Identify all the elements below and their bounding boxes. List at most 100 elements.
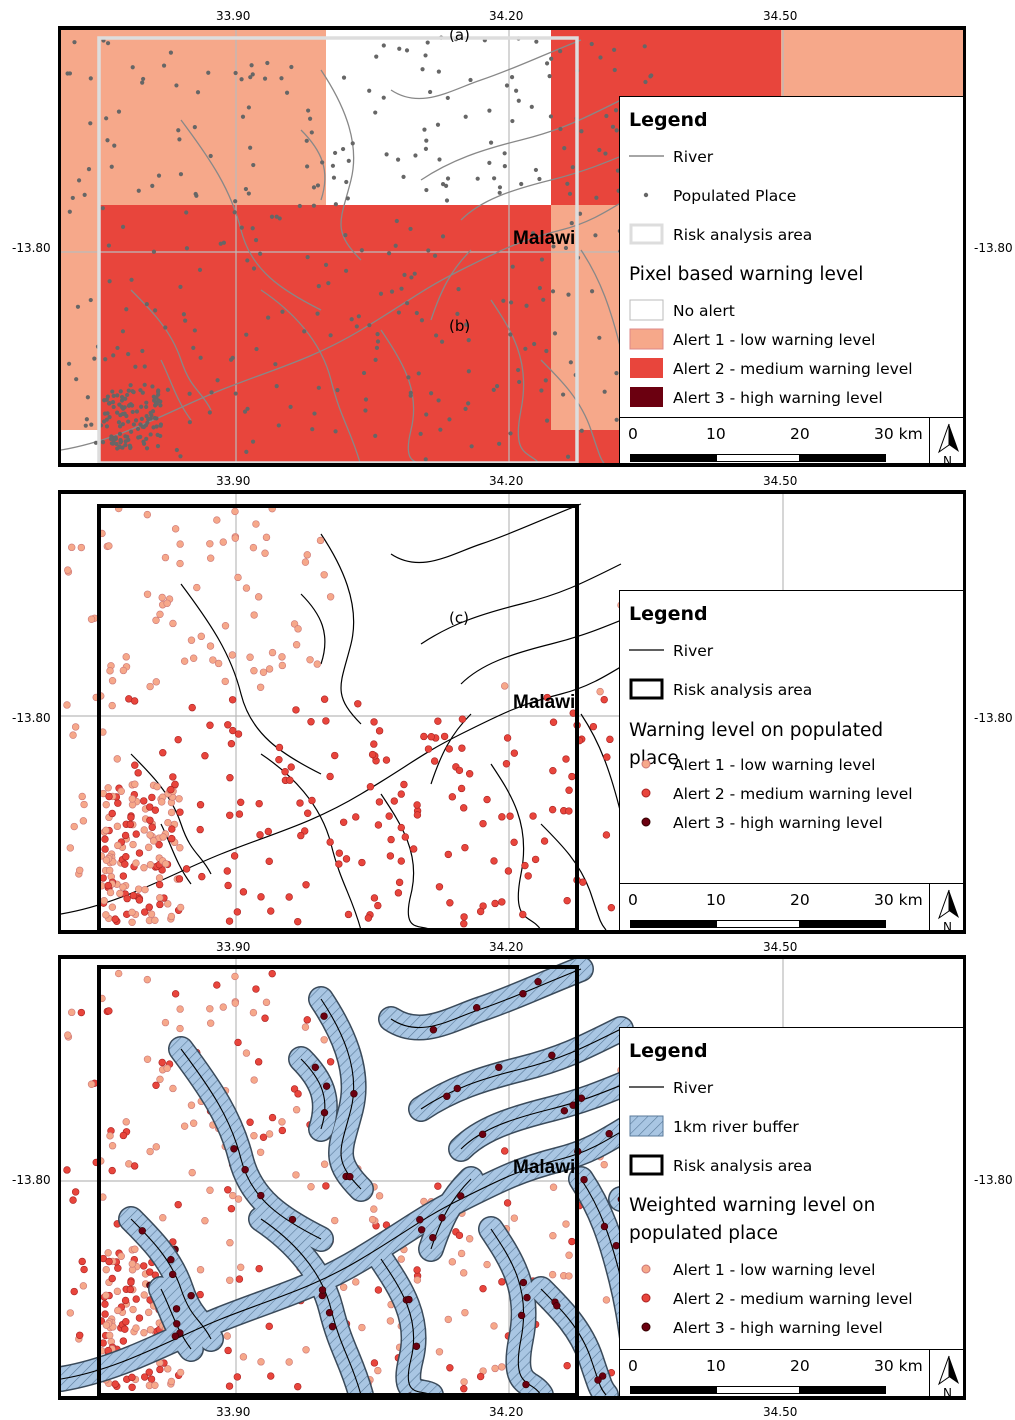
populated-place-dot <box>146 831 154 839</box>
populated-place-dot <box>434 333 439 338</box>
populated-place-dot <box>143 1055 152 1063</box>
populated-place-dot <box>88 297 93 303</box>
populated-place-dot <box>549 1232 557 1240</box>
legend-class-label: Alert 2 - medium warning level <box>673 785 913 803</box>
populated-place-dot <box>152 1143 160 1151</box>
scale-label: 10 <box>706 425 726 443</box>
populated-place-dot <box>529 812 537 820</box>
map-frame[interactable]: (c) Malawi Legend River Risk analysis ar… <box>58 490 966 934</box>
populated-place-dot <box>394 218 399 224</box>
populated-place-dot <box>510 1214 519 1222</box>
populated-place-dot <box>604 113 609 119</box>
populated-place-dot <box>102 398 107 403</box>
panel-label: (a) <box>449 26 470 44</box>
populated-place-dot <box>304 138 309 143</box>
populated-place-dot <box>257 893 265 901</box>
populated-place-dot <box>405 1295 413 1304</box>
populated-place-dot <box>500 1147 509 1155</box>
populated-place-dot <box>174 1200 182 1209</box>
alert3-dot-icon <box>629 1317 664 1339</box>
populated-place-dot <box>642 44 647 49</box>
populated-place-dot <box>224 1186 232 1194</box>
populated-place-dot <box>232 210 237 215</box>
populated-place-dot <box>534 978 542 986</box>
populated-place-dot <box>589 41 594 47</box>
scale-segment <box>800 920 886 928</box>
populated-place-dot <box>402 272 407 277</box>
populated-place-dot <box>311 203 317 208</box>
populated-place-dot <box>303 551 311 559</box>
populated-place-dot <box>84 417 89 422</box>
populated-place-dot <box>121 1296 130 1305</box>
alert1-swatch <box>629 328 664 351</box>
populated-place-dot <box>135 426 141 432</box>
scale-bar: 0 10 20 30 km N <box>620 1349 963 1396</box>
populated-place-dot <box>264 827 273 836</box>
populated-place-dot <box>130 65 135 70</box>
populated-place-dot <box>145 903 153 911</box>
populated-place-dot <box>108 701 116 710</box>
populated-place-dot <box>517 1311 526 1320</box>
populated-place-dot <box>152 616 160 624</box>
populated-place-dot <box>231 507 239 516</box>
populated-place-dot <box>102 826 110 835</box>
populated-place-dot <box>206 1005 214 1013</box>
populated-place-dot <box>359 248 364 253</box>
populated-place-dot <box>235 1275 244 1283</box>
river-line <box>420 99 622 181</box>
populated-place-dot <box>565 1251 573 1259</box>
populated-place-dot <box>136 435 141 440</box>
river-line <box>160 359 192 421</box>
populated-place-dot <box>131 1245 139 1253</box>
populated-place-dot <box>491 387 496 392</box>
populated-place-dot <box>106 243 111 248</box>
populated-place-dot <box>181 312 186 317</box>
populated-place-dot <box>350 141 355 146</box>
populated-place-dot <box>523 1293 531 1302</box>
map-frame[interactable]: (a) (b) Malawi Legend River Populated Pl… <box>58 26 966 467</box>
populated-place-dot <box>178 454 183 459</box>
map-frame[interactable]: Malawi Legend River 1km river buffer Ris… <box>58 955 966 1400</box>
alert3-swatch <box>629 387 664 409</box>
populated-place-dot <box>219 538 227 546</box>
populated-place-dot <box>563 896 571 905</box>
scale-label: 10 <box>706 1357 726 1375</box>
populated-place-dot <box>127 813 135 822</box>
populated-place-dot <box>69 1196 77 1204</box>
populated-place-dot <box>437 157 442 162</box>
populated-place-dot <box>307 1183 315 1191</box>
populated-place-dot <box>358 858 366 867</box>
populated-place-dot <box>301 1023 310 1031</box>
populated-place-dot <box>374 901 382 910</box>
populated-place-dot <box>197 632 205 641</box>
populated-place-dot <box>278 1118 286 1126</box>
populated-place-dot <box>341 75 347 80</box>
populated-place-dot <box>92 356 97 361</box>
populated-place-dot <box>85 395 90 400</box>
populated-place-dot <box>307 718 315 726</box>
populated-place-dot <box>147 1375 156 1383</box>
populated-place-dot <box>435 122 441 127</box>
populated-place-dot <box>420 67 425 72</box>
populated-place-dot <box>187 420 192 425</box>
populated-place-dot <box>370 740 378 748</box>
populated-place-dot <box>259 1133 268 1141</box>
populated-place-dot <box>423 146 429 151</box>
populated-place-dot <box>140 1291 148 1299</box>
legend-subtitle: Pixel based warning level <box>629 264 864 285</box>
populated-place-dot <box>183 318 188 323</box>
populated-place-dot <box>316 536 325 545</box>
populated-place-dot <box>292 1171 300 1179</box>
populated-place-dot <box>250 1132 258 1140</box>
populated-place-dot <box>111 915 119 923</box>
populated-place-dot <box>598 55 603 60</box>
populated-place-dot <box>189 654 198 662</box>
populated-place-dot <box>458 715 467 723</box>
populated-place-dot <box>188 703 196 712</box>
populated-place-dot <box>251 162 256 168</box>
populated-place-dot <box>460 913 468 921</box>
populated-place-dot <box>373 433 378 438</box>
populated-place-dot <box>292 706 300 714</box>
populated-place-dot <box>152 678 160 686</box>
populated-place-dot <box>236 798 245 807</box>
